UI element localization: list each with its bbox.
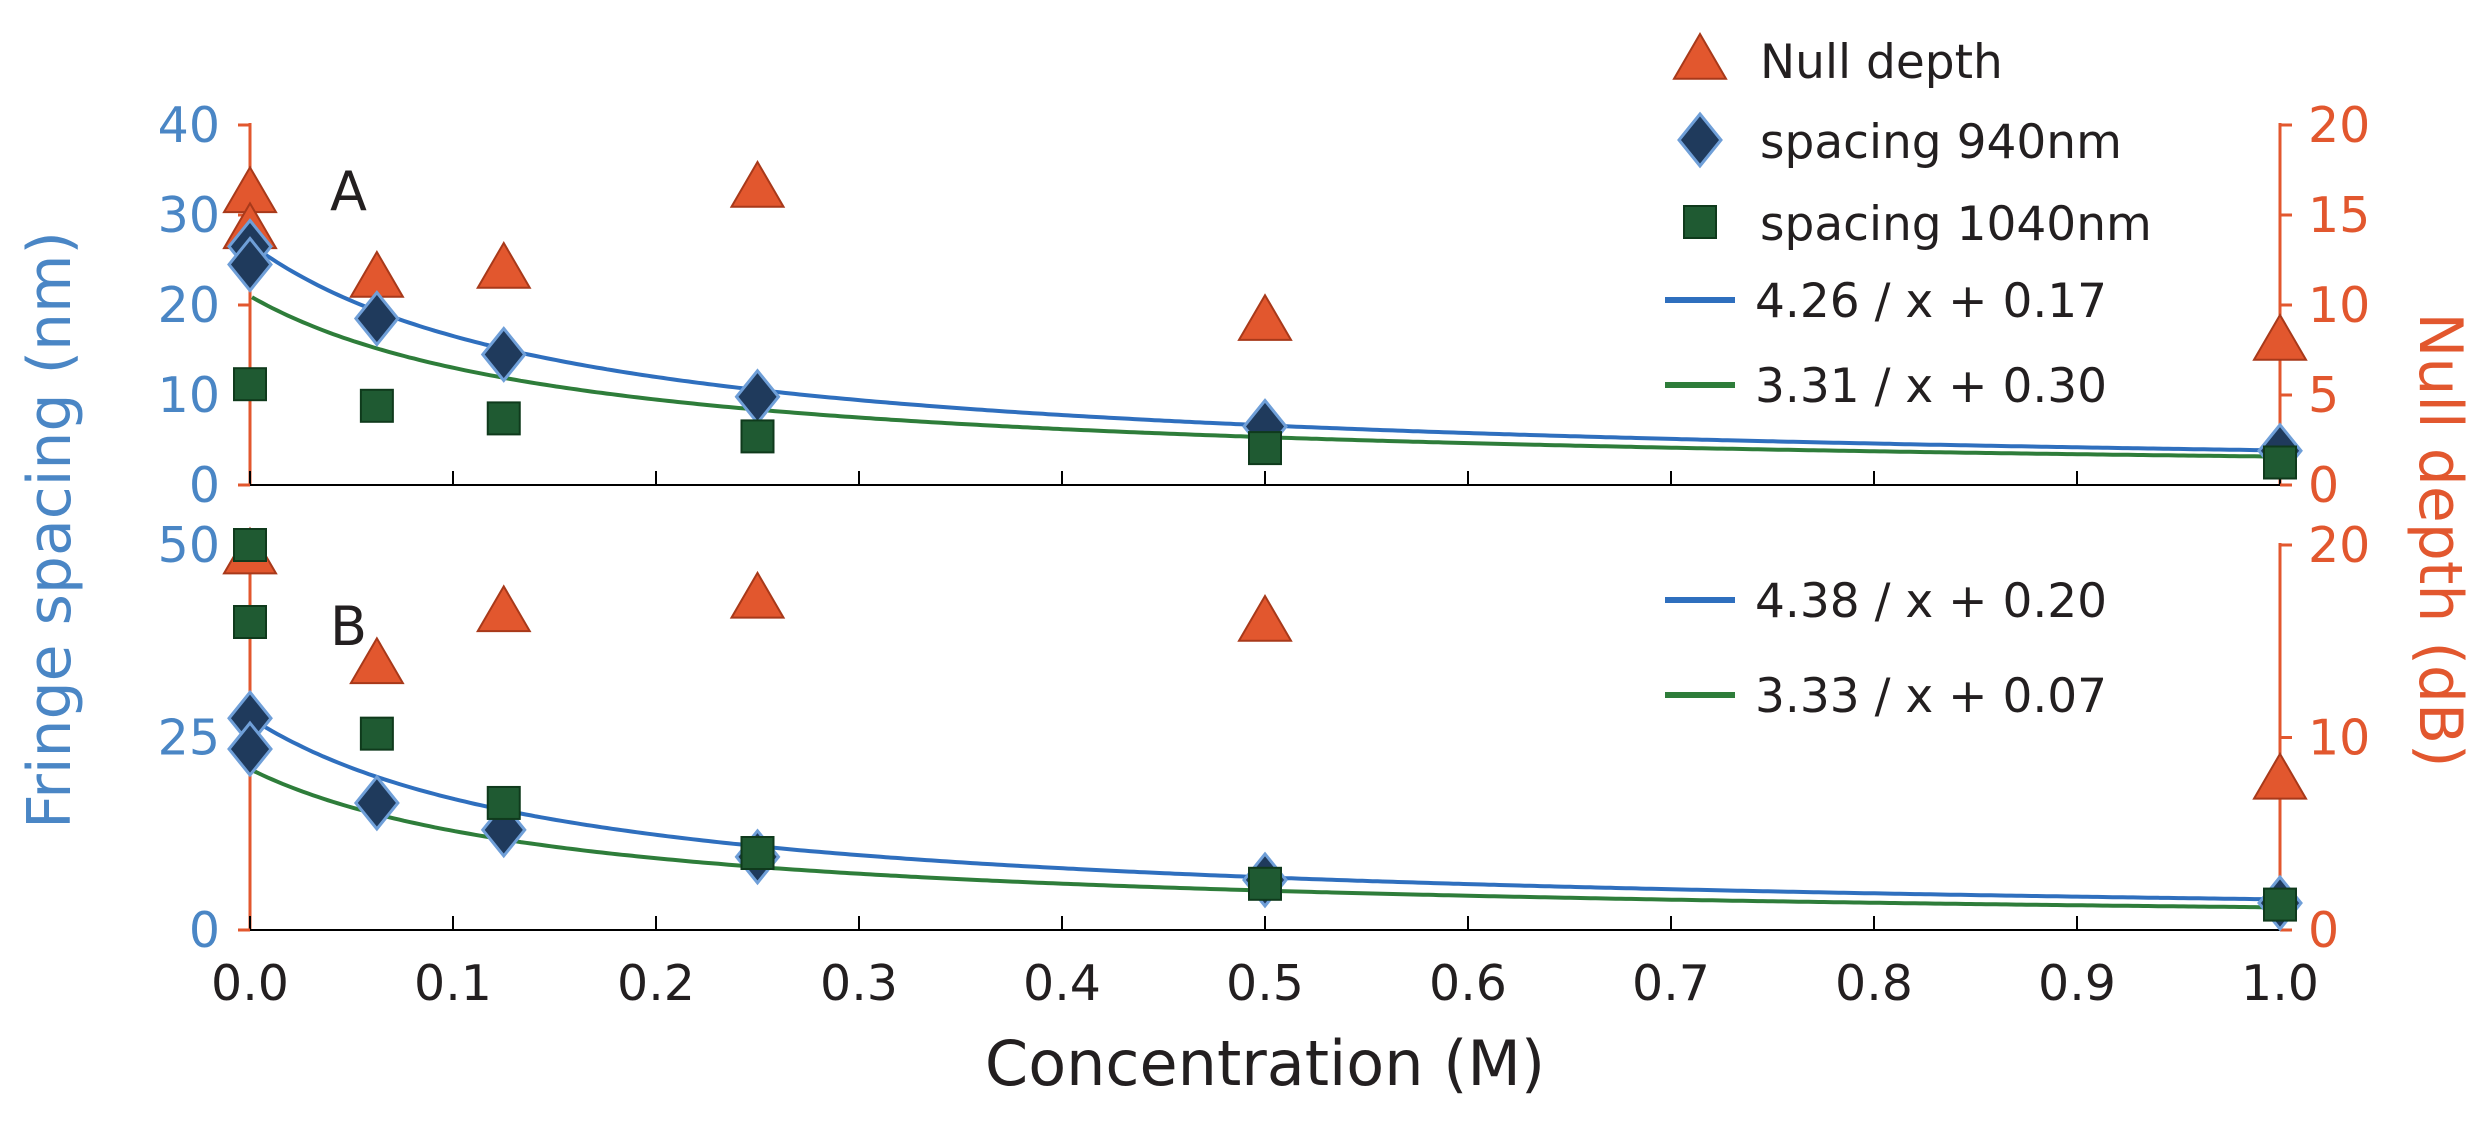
null-depth-point (476, 584, 532, 633)
null-depth-point (349, 636, 405, 685)
null-depth-point (349, 250, 405, 298)
spacing-940-point (353, 774, 400, 832)
x-tick-label: 0.2 (617, 955, 695, 1012)
x-tick-label: 1.0 (2241, 955, 2319, 1012)
null-depth-point (729, 570, 786, 619)
left-tick-label: 40 (158, 97, 220, 154)
x-tick-label: 0.9 (2038, 955, 2116, 1012)
spacing-940-point (353, 290, 400, 347)
spacing-1040-point (1248, 866, 1282, 901)
x-tick-label: 0.6 (1429, 955, 1507, 1012)
x-tick-label: 0.5 (1226, 955, 1304, 1012)
left-tick-label: 25 (158, 710, 220, 767)
right-tick-label: 10 (2308, 277, 2370, 334)
spacing-1040-point (740, 836, 775, 870)
x-tick-label: 0.0 (211, 955, 289, 1012)
right-axis-title: Null depth (dB) (2405, 312, 2474, 767)
null-depth-point (1237, 293, 1293, 341)
right-tick-label: 0 (2308, 902, 2339, 959)
x-tick-label: 0.1 (414, 955, 492, 1012)
spacing-1040-point (359, 716, 394, 751)
legend-null-depth: Null depth (1760, 35, 2003, 90)
legend-spacing-940: spacing 940nm (1760, 115, 2122, 170)
right-tick-label: 10 (2308, 710, 2370, 767)
right-tick-label: 20 (2308, 517, 2370, 574)
left-tick-label: 20 (158, 277, 220, 334)
spacing-1040-point (233, 367, 267, 402)
right-tick-label: 20 (2308, 97, 2370, 154)
spacing-1040-point (486, 401, 521, 436)
spacing-1040-point (1248, 431, 1282, 466)
x-axis-title: Concentration (M) (985, 1027, 1545, 1100)
right-tick-label: 5 (2308, 367, 2339, 424)
right-tick-label: 15 (2308, 187, 2370, 244)
null-depth-point (2252, 751, 2308, 800)
left-tick-label: 10 (158, 367, 220, 424)
left-tick-label: 0 (189, 457, 220, 514)
legend-spacing-1040: spacing 1040nm (1760, 197, 2152, 252)
spacing-1040-point (486, 785, 521, 820)
right-tick-label: 0 (2308, 457, 2339, 514)
null-depth-point (2252, 313, 2308, 361)
spacing-1040-point (359, 388, 394, 423)
spacing-1040-point (740, 419, 775, 454)
x-tick-label: 0.4 (1023, 955, 1101, 1012)
panel-label: A (330, 160, 367, 223)
spacing-1040-point (2263, 445, 2297, 480)
left-tick-label: 30 (158, 187, 220, 244)
null-depth-point (476, 241, 532, 289)
x-tick-label: 0.7 (1632, 955, 1710, 1012)
legend-spacing-1040-marker (1683, 205, 1717, 239)
null-depth-point (1237, 594, 1293, 642)
spacing-1040-point (233, 528, 267, 562)
spacing-940-point (227, 720, 273, 778)
spacing-940-point (227, 236, 273, 293)
legend-null-depth-marker (1672, 32, 1728, 80)
legend-fit-1040-a: 3.31 / x + 0.30 (1755, 359, 2107, 414)
left-tick-label: 50 (158, 517, 220, 574)
legend-fit-940-b: 4.38 / x + 0.20 (1755, 574, 2107, 629)
legend-fit-1040-b: 3.33 / x + 0.07 (1755, 669, 2107, 724)
x-tick-label: 0.8 (1835, 955, 1913, 1012)
x-tick-label: 0.3 (820, 955, 898, 1012)
left-axis-title: Fringe spacing (nm) (15, 231, 85, 829)
null-depth-point (729, 160, 786, 208)
legend-fit-940-a: 4.26 / x + 0.17 (1755, 274, 2107, 329)
left-tick-label: 0 (189, 902, 220, 959)
spacing-940-point (480, 326, 527, 383)
spacing-1040-point (2263, 887, 2297, 922)
spacing-1040-point (233, 605, 267, 639)
legend-spacing-940-marker (1677, 111, 1723, 169)
spacing-940-point (734, 368, 781, 426)
panel-label: B (330, 595, 367, 658)
